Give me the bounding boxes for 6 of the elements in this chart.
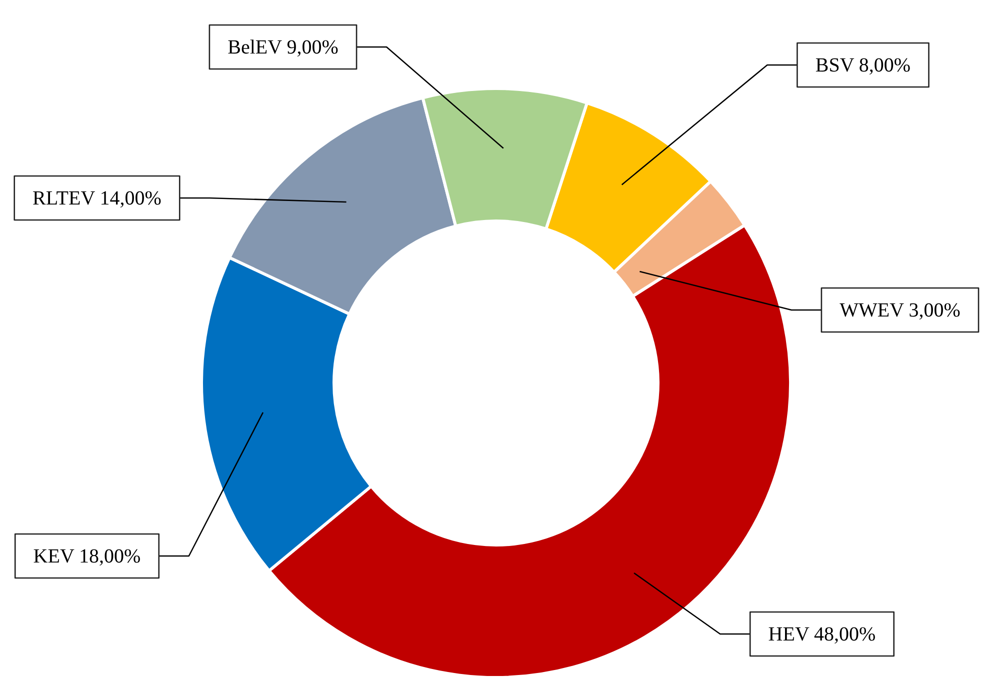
slice-label: RLTEV 14,00% (32, 187, 162, 210)
slice-label: BSV 8,00% (815, 54, 911, 76)
slice-label: KEV 18,00% (33, 545, 141, 568)
slice-label: HEV 48,00% (768, 623, 876, 646)
slice-label: WWEV 3,00% (840, 299, 960, 322)
slice-label: BelEV 9,00% (228, 36, 338, 58)
